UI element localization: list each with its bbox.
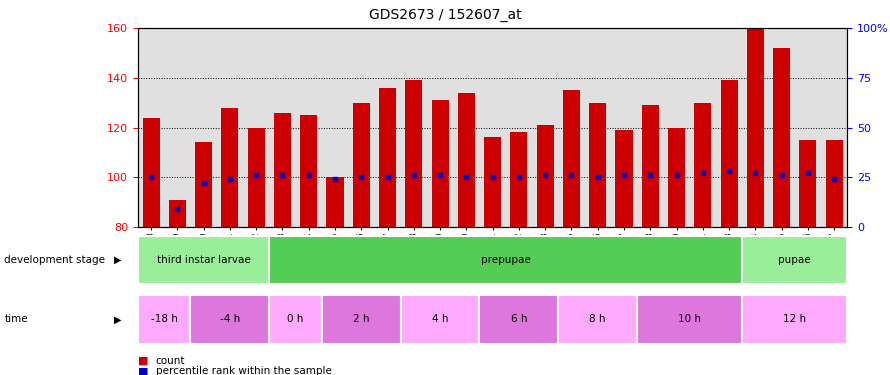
Bar (322, 294, 400, 344)
Text: -4 h: -4 h (220, 314, 240, 324)
Text: 0 h: 0 h (287, 314, 303, 324)
Bar (138, 294, 190, 344)
Bar (589, 103, 606, 375)
Bar (138, 236, 270, 284)
Bar (142, 118, 159, 375)
Bar (484, 138, 501, 375)
Text: 12 h: 12 h (783, 314, 806, 324)
Bar (247, 128, 264, 375)
Text: ■: ■ (138, 366, 149, 375)
Bar (826, 140, 843, 375)
Bar (747, 28, 764, 375)
Bar (721, 80, 738, 375)
Bar (190, 294, 270, 344)
Bar (432, 100, 449, 375)
Bar (270, 294, 322, 344)
Text: ▶: ▶ (114, 314, 121, 324)
Bar (352, 103, 370, 375)
Bar (637, 294, 742, 344)
Text: GDS2673 / 152607_at: GDS2673 / 152607_at (368, 8, 522, 22)
Bar (480, 294, 558, 344)
Text: prepupae: prepupae (481, 255, 530, 265)
Bar (400, 294, 480, 344)
Bar (562, 90, 580, 375)
Bar (558, 294, 637, 344)
Bar (379, 88, 396, 375)
Bar (799, 140, 816, 375)
Text: 10 h: 10 h (678, 314, 701, 324)
Bar (405, 80, 423, 375)
Text: -18 h: -18 h (150, 314, 178, 324)
Text: time: time (4, 314, 28, 324)
Bar (222, 108, 239, 375)
Bar (694, 103, 711, 375)
Text: 6 h: 6 h (511, 314, 527, 324)
Bar (327, 177, 344, 375)
Bar (668, 128, 685, 375)
Text: ▶: ▶ (114, 255, 121, 265)
Text: 2 h: 2 h (353, 314, 369, 324)
Bar (457, 93, 475, 375)
Bar (537, 125, 554, 375)
Bar (510, 132, 528, 375)
Bar (615, 130, 633, 375)
Bar (742, 294, 847, 344)
Text: ■: ■ (138, 356, 149, 366)
Text: third instar larvae: third instar larvae (157, 255, 250, 265)
Bar (742, 236, 847, 284)
Text: percentile rank within the sample: percentile rank within the sample (156, 366, 332, 375)
Bar (773, 48, 790, 375)
Bar (642, 105, 659, 375)
Bar (195, 142, 212, 375)
Text: 4 h: 4 h (432, 314, 449, 324)
Bar (169, 200, 186, 375)
Bar (274, 112, 291, 375)
Text: pupae: pupae (779, 255, 811, 265)
Text: development stage: development stage (4, 255, 105, 265)
Text: 8 h: 8 h (589, 314, 606, 324)
Text: count: count (156, 356, 185, 366)
Bar (270, 236, 742, 284)
Bar (300, 115, 317, 375)
